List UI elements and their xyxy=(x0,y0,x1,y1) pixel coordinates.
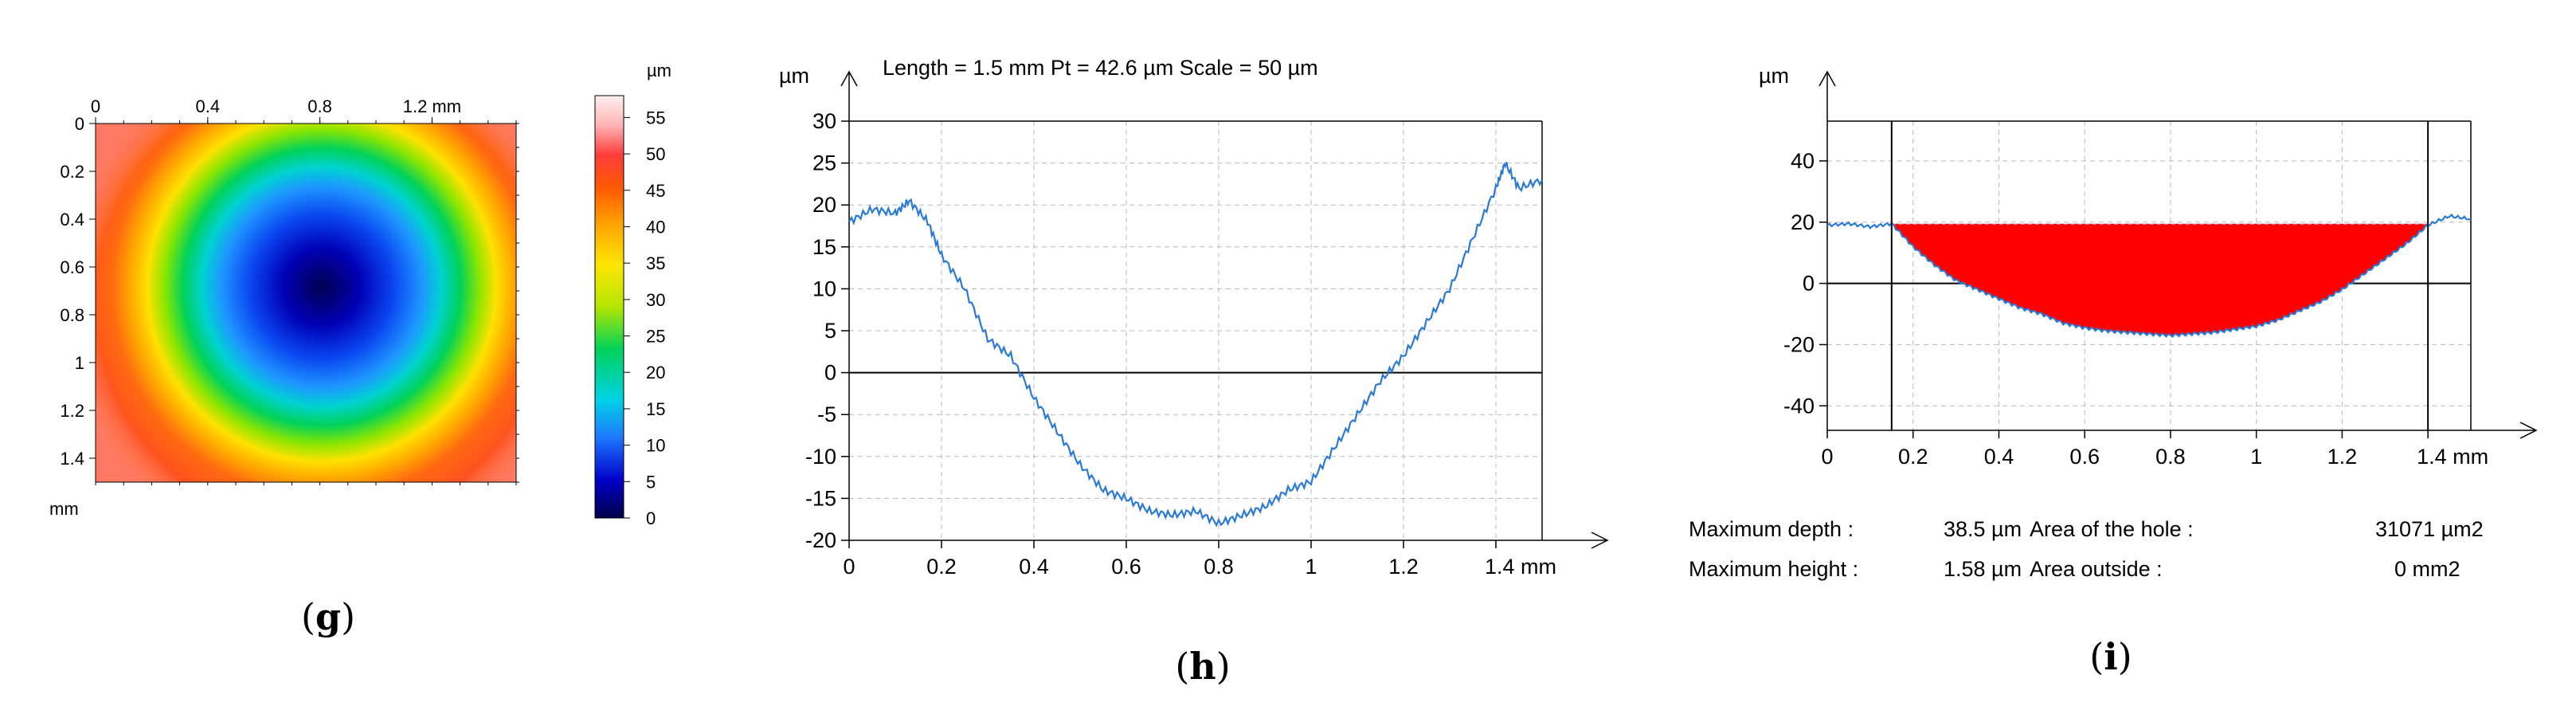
stat-value-max-height: 1.58 µm xyxy=(1944,557,2022,581)
chart-h-ylabel: µm xyxy=(779,64,809,88)
chart-i-y-tick-label: 20 xyxy=(1791,210,1815,234)
colorbar-ticks: 0 5 10 15 20 25 30 35 40 45 50 55 xyxy=(624,108,665,528)
chart-i-cursors xyxy=(1890,121,2429,430)
colorbar-unit: µm xyxy=(647,61,671,80)
chart-h-y-tick-label: 10 xyxy=(812,277,836,300)
heatmap-x-tick-label: 0.8 xyxy=(307,96,332,116)
colorbar-tick-label: 40 xyxy=(646,217,665,237)
chart-h-x-tick-label: 0.6 xyxy=(1111,555,1141,579)
colorbar-tick-label: 15 xyxy=(646,399,665,419)
chart-h-x-tick-label: 0.8 xyxy=(1204,555,1234,579)
heatmap-x-tick-label: 0.4 xyxy=(196,96,221,116)
heatmap-panel-g: 0 0.4 0.8 1.2 mm 0 0.2 0.4 0.6 0.8 1 1.2 1.4 mm µm 0… xyxy=(49,61,671,638)
colorbar-tick-label: 20 xyxy=(646,363,665,383)
profile-panel-h: Length = 1.5 mm Pt = 42.6 µm Scale = 50 … xyxy=(779,56,1609,688)
chart-i-x-tick-label: 0.4 xyxy=(1984,445,2014,469)
chart-h-x-tick-label: 1.4 mm xyxy=(1485,555,1556,579)
colorbar xyxy=(594,95,624,519)
chart-i-y-arrow xyxy=(1818,70,1836,87)
chart-h-x-tick-label: 0.4 xyxy=(1019,555,1049,579)
chart-h-y-tick-label: 15 xyxy=(812,235,836,259)
colorbar-tick-label: 5 xyxy=(646,472,656,492)
heatmap-y-tick-label: 1.4 xyxy=(60,449,84,469)
chart-h-x-tick-label: 1.2 xyxy=(1388,555,1419,579)
chart-h-y-tick-label: -15 xyxy=(805,486,836,510)
colorbar-tick-label: 50 xyxy=(646,144,665,164)
chart-i-y-tick-label: -20 xyxy=(1783,332,1815,356)
heatmap-frame xyxy=(95,123,517,483)
chart-h-y-tick-label: 30 xyxy=(812,109,836,133)
heatmap-y-tick-label: 0.8 xyxy=(60,305,84,325)
caption-h: (h) xyxy=(1175,645,1230,688)
chart-i-profile-line xyxy=(1826,214,2472,339)
stat-label-hole-area: Area of the hole : xyxy=(2030,517,2194,541)
colorbar-tick-label: 10 xyxy=(646,436,665,456)
chart-i-x-tick-label: 1 xyxy=(2250,445,2262,469)
chart-h-y-tick-label: 0 xyxy=(824,361,836,385)
chart-h-x-tick-label: 1 xyxy=(1305,555,1317,579)
heatmap-y-tick-label: 1.2 xyxy=(60,401,84,421)
colorbar-tick-label: 25 xyxy=(646,327,665,347)
heatmap-x-tick-label: 0 xyxy=(91,96,100,116)
heatmap-y-unit: mm xyxy=(49,499,79,519)
chart-h-y-tick-label: -20 xyxy=(805,528,836,552)
chart-i-y-tick-label: 40 xyxy=(1791,149,1815,173)
chart-h-y-tick-label: -5 xyxy=(817,402,836,426)
heatmap-y-tick-label: 1 xyxy=(75,353,84,373)
chart-i-y-tick-label: 0 xyxy=(1803,272,1815,296)
chart-i-x-tick-label: 1.4 mm xyxy=(2417,445,2488,469)
colorbar-tick-label: 0 xyxy=(646,508,656,528)
chart-i-x-tick-label: 0.6 xyxy=(2069,445,2100,469)
chart-i-x-tick-label: 1.2 xyxy=(2327,445,2358,469)
chart-i-y-tick-label: -40 xyxy=(1783,394,1815,418)
chart-i-stats: Maximum depth : 38.5 µm Area of the hole… xyxy=(1689,517,2484,581)
chart-h-header: Length = 1.5 mm Pt = 42.6 µm Scale = 50 … xyxy=(883,56,1318,80)
stat-value-max-depth: 38.5 µm xyxy=(1944,517,2022,541)
heatmap-y-tick-label: 0.4 xyxy=(60,210,84,230)
depth-panel-i: µm 40 20 0 -20 -40 0 0.2 0.4 0.6 0.8 1 1.2 1.4 mm Ma… xyxy=(1689,64,2538,678)
chart-i-x-tick-label: 0.8 xyxy=(2155,445,2186,469)
caption-i: (i) xyxy=(2089,635,2132,678)
chart-h-axes: 30 25 20 15 10 5 0 -5 -10 -15 -20 0 0.2 0.4 0.6 0.8 1 1.2… xyxy=(805,70,1609,579)
chart-i-x-tick-label: 0.2 xyxy=(1898,445,1928,469)
stat-value-hole-area: 31071 µm2 xyxy=(2375,517,2484,541)
chart-h-y-arrow xyxy=(840,70,858,87)
chart-h-x-tick-label: 0 xyxy=(843,555,855,579)
heatmap-axes: 0 0.4 0.8 1.2 mm 0 0.2 0.4 0.6 0.8 1 1.2 1.4 mm xyxy=(49,96,519,519)
heatmap-edge-tint xyxy=(96,124,516,482)
caption-g: (g) xyxy=(301,595,355,638)
chart-h-profile-line xyxy=(848,162,1543,528)
chart-h-y-tick-label: 5 xyxy=(824,319,836,343)
stat-label-outside-area: Area outside : xyxy=(2030,557,2163,581)
heatmap-x-tick-label: 1.2 mm xyxy=(403,96,461,116)
colorbar-tick-label: 55 xyxy=(646,108,665,128)
chart-h-x-tick-label: 0.2 xyxy=(926,555,957,579)
chart-i-hole-area xyxy=(1891,223,2429,337)
chart-i-axes: 40 20 0 -20 -40 0 0.2 0.4 0.6 0.8 1 1.2 1.4 mm xyxy=(1783,70,2538,469)
stat-label-max-height: Maximum height : xyxy=(1689,557,1858,581)
chart-i-x-tick-label: 0 xyxy=(1821,445,1833,469)
chart-h-y-tick-label: 20 xyxy=(812,193,836,217)
colorbar-tick-label: 45 xyxy=(646,181,665,201)
chart-h-y-tick-label: 25 xyxy=(812,151,836,175)
chart-i-ylabel: µm xyxy=(1759,64,1789,88)
chart-h-y-tick-label: -10 xyxy=(805,445,836,469)
heatmap-y-tick-label: 0 xyxy=(75,114,84,134)
chart-h-x-arrow xyxy=(1591,532,1609,549)
chart-i-x-arrow xyxy=(2519,422,2538,439)
stat-value-outside-area: 0 mm2 xyxy=(2394,557,2461,581)
stat-label-max-depth: Maximum depth : xyxy=(1689,517,1854,541)
heatmap-y-tick-label: 0.2 xyxy=(60,162,84,182)
heatmap-y-tick-label: 0.6 xyxy=(60,257,84,277)
colorbar-tick-label: 35 xyxy=(646,253,665,273)
colorbar-tick-label: 30 xyxy=(646,290,665,310)
